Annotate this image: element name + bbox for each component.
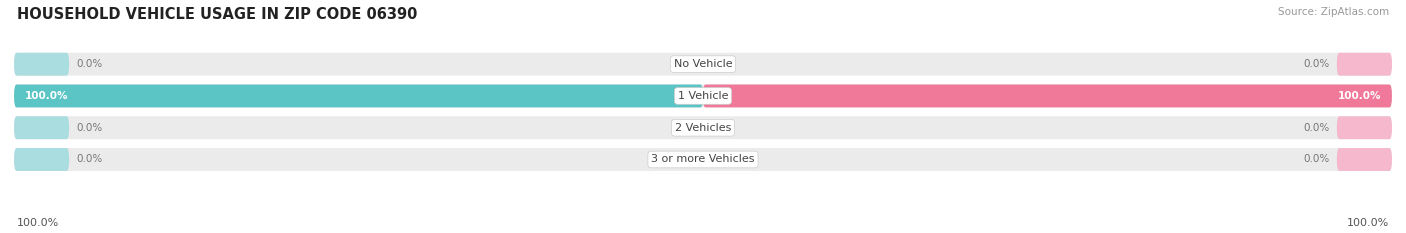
Text: 0.0%: 0.0% [76,154,103,164]
Text: 2 Vehicles: 2 Vehicles [675,123,731,133]
Legend: Owner-occupied, Renter-occupied: Owner-occupied, Renter-occupied [583,230,823,233]
Text: HOUSEHOLD VEHICLE USAGE IN ZIP CODE 06390: HOUSEHOLD VEHICLE USAGE IN ZIP CODE 0639… [17,7,418,22]
Text: 100.0%: 100.0% [1347,218,1389,228]
FancyBboxPatch shape [14,85,1392,107]
Text: 0.0%: 0.0% [1303,123,1330,133]
FancyBboxPatch shape [703,85,1392,107]
FancyBboxPatch shape [14,116,69,139]
FancyBboxPatch shape [14,116,1392,139]
Text: 100.0%: 100.0% [17,218,59,228]
Text: 0.0%: 0.0% [76,59,103,69]
Text: 0.0%: 0.0% [76,123,103,133]
FancyBboxPatch shape [14,148,69,171]
Text: 1 Vehicle: 1 Vehicle [678,91,728,101]
Text: Source: ZipAtlas.com: Source: ZipAtlas.com [1278,7,1389,17]
FancyBboxPatch shape [14,85,703,107]
Text: 0.0%: 0.0% [1303,59,1330,69]
FancyBboxPatch shape [14,53,1392,76]
Text: 100.0%: 100.0% [1339,91,1382,101]
Text: No Vehicle: No Vehicle [673,59,733,69]
Text: 3 or more Vehicles: 3 or more Vehicles [651,154,755,164]
FancyBboxPatch shape [1337,53,1392,76]
FancyBboxPatch shape [14,148,1392,171]
FancyBboxPatch shape [14,53,69,76]
Text: 0.0%: 0.0% [1303,154,1330,164]
Text: 100.0%: 100.0% [24,91,67,101]
FancyBboxPatch shape [1337,148,1392,171]
FancyBboxPatch shape [1337,116,1392,139]
